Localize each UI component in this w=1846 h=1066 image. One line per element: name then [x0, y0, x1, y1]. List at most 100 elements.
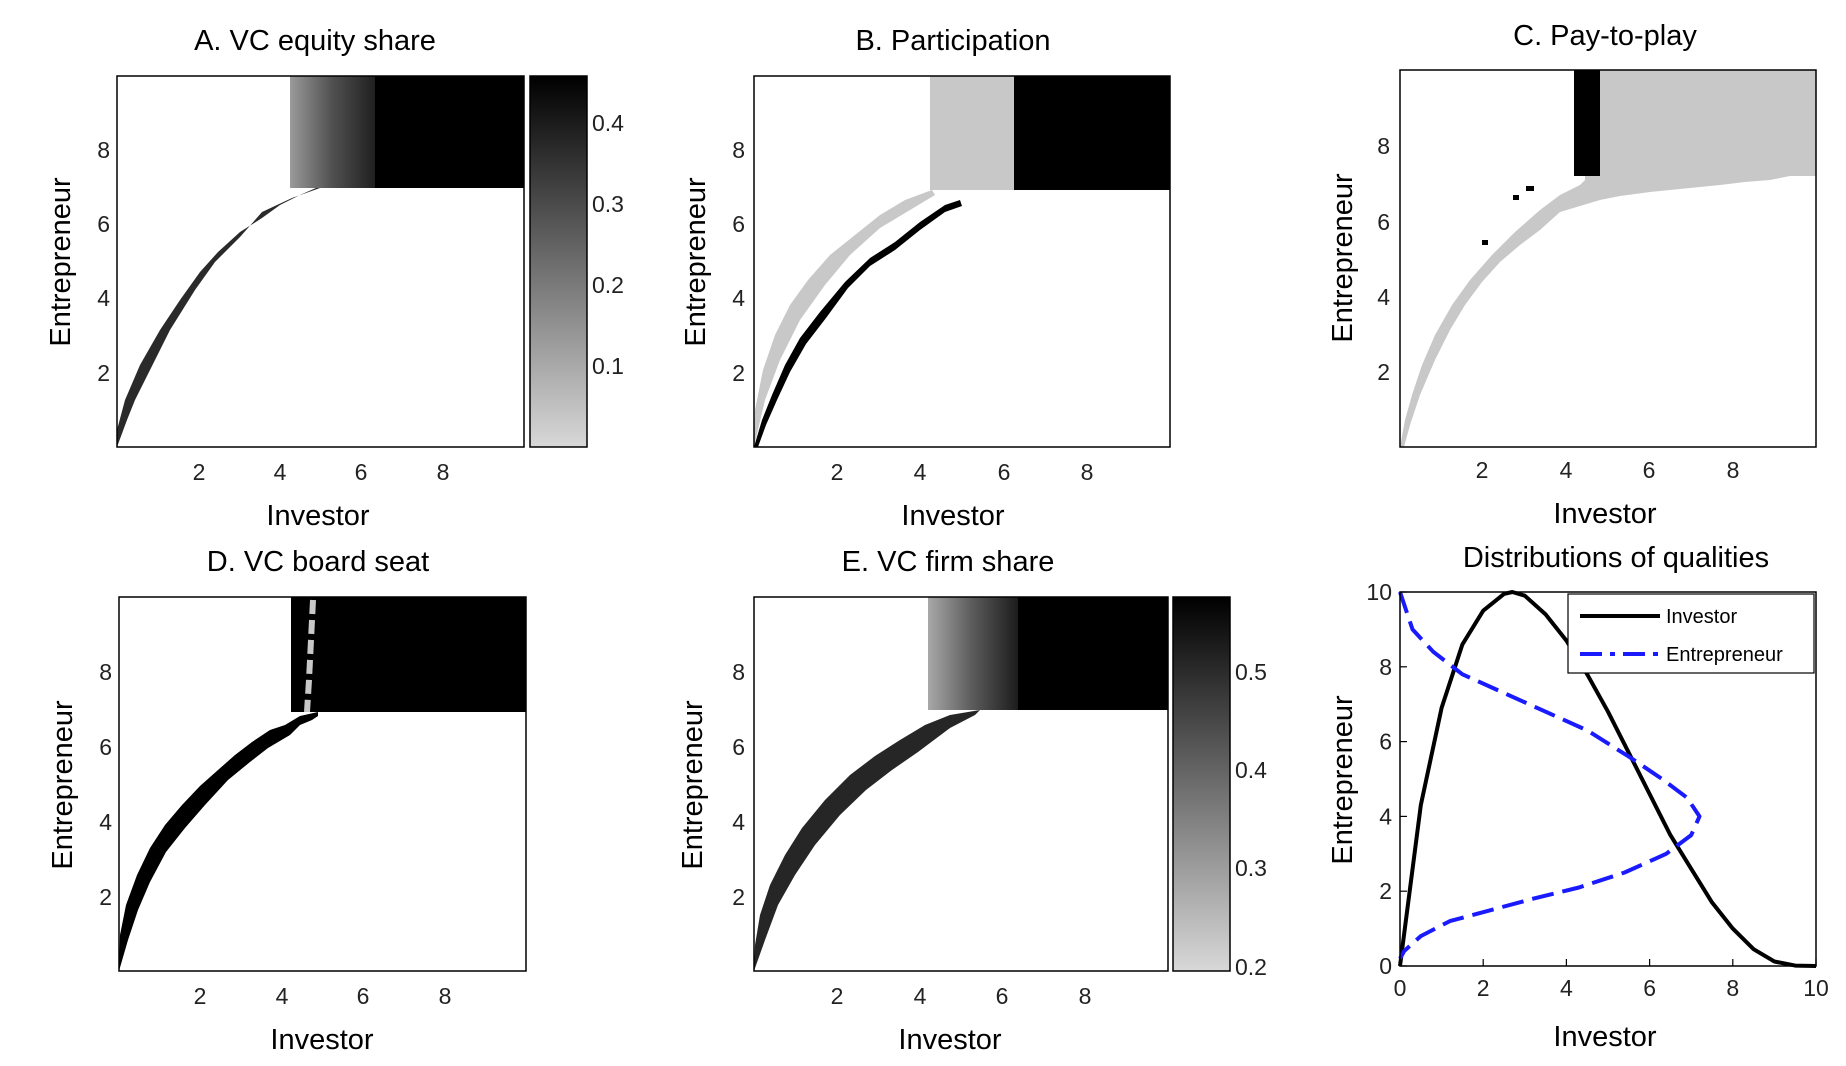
panel-c: C. Pay-to-play 2 4 6 8 2 4 6 8 Investor … — [1327, 20, 1817, 530]
panel-c-title: C. Pay-to-play — [1513, 20, 1697, 52]
panel-c-y-tick: 8 — [1377, 133, 1390, 159]
panel-f-xlabel: Investor — [1553, 1021, 1656, 1053]
panel-c-x-tick: 6 — [1643, 457, 1656, 483]
panel-f-title: Distributions of qualities — [1463, 542, 1769, 574]
panel-f-legend: Investor Entrepreneur — [1567, 593, 1815, 674]
panel-a-cbar-tick: 0.2 — [592, 272, 624, 298]
panel-e-mid-block — [928, 597, 1018, 710]
panel-f-x-tick: 2 — [1477, 975, 1490, 1001]
panel-b: B. Participation 2 4 6 8 2 4 6 8 Investo… — [680, 25, 1171, 532]
panel-c-black-bar — [1574, 70, 1600, 176]
panel-a-y-tick: 2 — [97, 360, 110, 386]
panel-a-lower-band — [117, 184, 325, 447]
panel-c-black-dot — [1513, 195, 1519, 200]
panel-a: A. VC equity share 0.4 0.3 0.2 0.1 2 4 6… — [45, 25, 624, 532]
panel-b-grey-band — [754, 190, 935, 447]
panel-d-grey-line — [304, 599, 316, 713]
panel-c-y-tick: 4 — [1377, 284, 1390, 310]
panel-e-cbar-tick: 0.5 — [1235, 659, 1267, 685]
panel-e-x-tick: 8 — [1079, 983, 1092, 1009]
panel-a-colorbar: 0.4 0.3 0.2 0.1 — [529, 75, 624, 448]
panel-e-frame — [753, 596, 1169, 972]
panel-a-colorbar-scale — [529, 75, 588, 448]
panel-b-x-tick: 2 — [831, 459, 844, 485]
panel-e-y-tick: 2 — [732, 884, 745, 910]
panel-d-y-tick: 2 — [99, 884, 112, 910]
panel-b-y-tick: 4 — [732, 285, 745, 311]
panel-b-x-tick: 6 — [998, 459, 1011, 485]
panel-a-y-tick: 8 — [97, 137, 110, 163]
panel-c-x-tick: 2 — [1476, 457, 1489, 483]
legend-label-entrepreneur: Entrepreneur — [1666, 644, 1783, 666]
panel-f-legend-box — [1567, 593, 1815, 674]
panel-f-y-tick: 10 — [1366, 579, 1392, 605]
panel-c-x-tick: 4 — [1560, 457, 1573, 483]
panel-e-heatmap — [754, 597, 1168, 971]
panel-e-cbar-tick: 0.2 — [1235, 954, 1267, 980]
panel-a-title: A. VC equity share — [194, 25, 436, 57]
panel-e-cbar-tick: 0.4 — [1235, 757, 1267, 783]
panel-c-black-dot — [1482, 240, 1488, 245]
panel-e-lower-band — [754, 710, 980, 971]
panel-b-y-tick: 6 — [732, 211, 745, 237]
panel-f-x-tick: 6 — [1643, 975, 1656, 1001]
panel-f-y-tick: 2 — [1379, 878, 1392, 904]
panel-b-heatmap — [754, 76, 1170, 447]
panel-d-x-tick: 4 — [276, 983, 289, 1009]
panel-d-y-tick: 4 — [99, 809, 112, 835]
panel-b-black-block — [1014, 76, 1170, 190]
panel-c-grey-region — [1400, 70, 1816, 447]
series-line-investor — [1398, 590, 1817, 968]
panel-c-frame — [1399, 69, 1817, 448]
panel-a-high-block — [375, 76, 524, 188]
panel-e-high-block — [1018, 597, 1168, 710]
panel-f-series — [1398, 590, 1817, 968]
panel-f-y-tick: 6 — [1379, 729, 1392, 755]
panel-a-y-tick: 4 — [97, 285, 110, 311]
panel-e-xlabel: Investor — [898, 1024, 1001, 1056]
panel-e-colorbar: 0.5 0.4 0.3 0.2 — [1172, 596, 1267, 980]
panel-f-y-tick: 4 — [1379, 803, 1392, 829]
panel-a-x-tick: 2 — [193, 459, 206, 485]
panel-b-grey-block — [930, 76, 1014, 190]
panel-e-cbar-tick: 0.3 — [1235, 855, 1267, 881]
panel-f-x-tick: 0 — [1394, 975, 1407, 1001]
panel-b-x-tick: 8 — [1081, 459, 1094, 485]
panel-b-title: B. Participation — [855, 25, 1050, 57]
panel-b-x-tick: 4 — [914, 459, 927, 485]
panel-c-ylabel: Entrepreneur — [1327, 173, 1359, 343]
panel-a-frame — [116, 75, 525, 448]
panel-a-cbar-tick: 0.1 — [592, 353, 624, 379]
panel-a-heatmap — [117, 76, 524, 447]
panel-a-x-tick: 6 — [355, 459, 368, 485]
series-line-entrepreneur — [1398, 591, 1702, 960]
panel-f-ticks: 0 2 4 6 8 10 0 2 4 6 8 10 — [1366, 579, 1828, 1001]
panel-a-xlabel: Investor — [266, 500, 369, 532]
panel-d-x-tick: 6 — [357, 983, 370, 1009]
panel-d-x-tick: 2 — [194, 983, 207, 1009]
panel-c-black-dot — [1526, 186, 1534, 191]
panel-d-x-tick: 8 — [439, 983, 452, 1009]
panel-d-ylabel: Entrepreneur — [47, 700, 79, 870]
panel-a-x-tick: 4 — [274, 459, 287, 485]
panel-f-frame — [1399, 591, 1817, 967]
panel-f-x-tick: 4 — [1560, 975, 1573, 1001]
panel-b-ylabel: Entrepreneur — [680, 177, 712, 347]
panel-b-y-tick: 8 — [732, 137, 745, 163]
panel-d-frame — [118, 596, 527, 972]
panel-e-x-tick: 6 — [996, 983, 1009, 1009]
panel-b-xlabel: Investor — [901, 500, 1004, 532]
panel-f-x-tick: 8 — [1726, 975, 1739, 1001]
panel-e-title: E. VC firm share — [842, 546, 1055, 578]
panel-b-y-tick: 2 — [732, 360, 745, 386]
panel-a-y-tick: 6 — [97, 211, 110, 237]
panel-e-y-tick: 8 — [732, 659, 745, 685]
panel-a-x-tick: 8 — [437, 459, 450, 485]
panel-c-y-tick: 6 — [1377, 209, 1390, 235]
panel-d-black-block — [291, 597, 526, 712]
panel-c-xlabel: Investor — [1553, 498, 1656, 530]
panel-c-x-tick: 8 — [1727, 457, 1740, 483]
panel-f-x-tick: 10 — [1803, 975, 1829, 1001]
panel-d-y-tick: 6 — [99, 734, 112, 760]
panel-e: E. VC firm share 0.5 0.4 0.3 0.2 2 4 6 8… — [677, 546, 1267, 1056]
